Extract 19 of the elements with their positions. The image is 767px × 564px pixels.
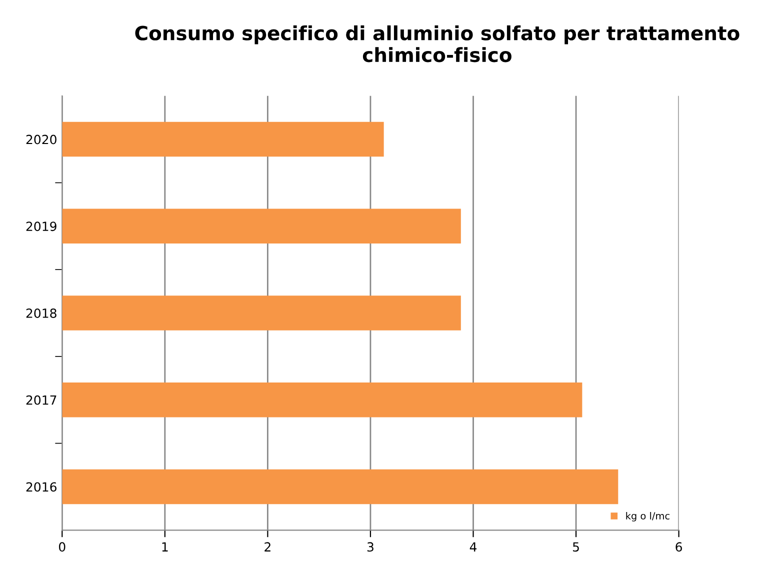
x-tick-label: 4 bbox=[470, 542, 477, 552]
x-tick-label: 1 bbox=[162, 542, 168, 552]
y-tick-label: 2020 bbox=[26, 134, 56, 144]
y-tick-label: 2016 bbox=[26, 482, 56, 492]
bar bbox=[62, 382, 582, 418]
y-tick-label: 2019 bbox=[26, 222, 56, 232]
y-tick-label: 2017 bbox=[26, 395, 56, 405]
x-tick-label: 3 bbox=[367, 542, 374, 552]
x-tick-label: 2 bbox=[264, 542, 270, 552]
legend-label: kg o l/mc bbox=[626, 512, 670, 522]
chart-title: Consumo specifico di alluminio solfato per trattamento chimico-fisico bbox=[135, 25, 740, 62]
x-tick-label: 6 bbox=[676, 542, 682, 552]
x-tick-label: 5 bbox=[573, 542, 579, 552]
x-tick-label: 0 bbox=[58, 542, 66, 552]
bar bbox=[62, 208, 461, 244]
bar bbox=[62, 296, 461, 330]
y-tick-label: 2018 bbox=[26, 308, 56, 318]
bar bbox=[62, 122, 384, 157]
bar bbox=[62, 469, 618, 504]
